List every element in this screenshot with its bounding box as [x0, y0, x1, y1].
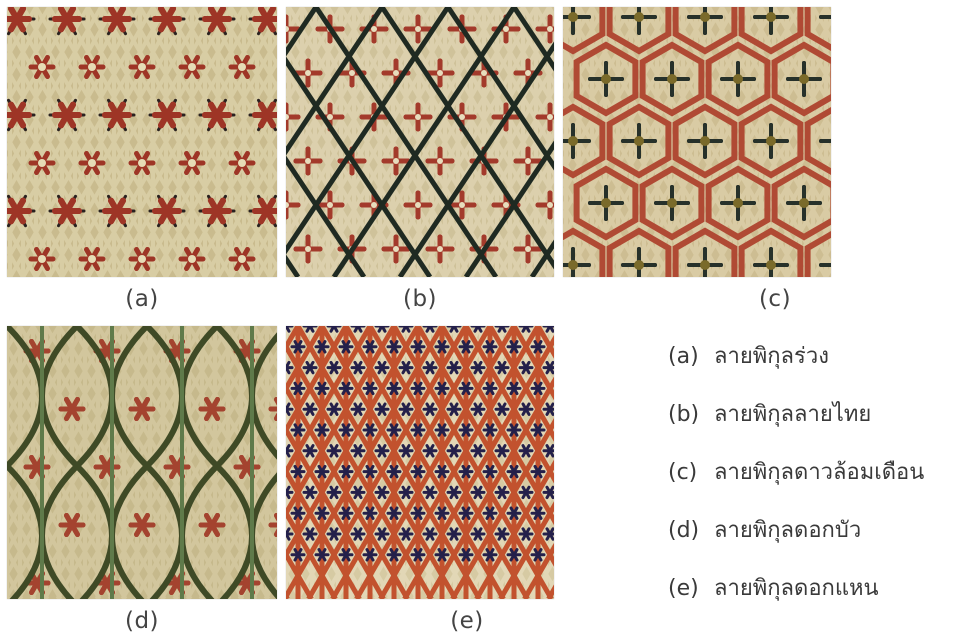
caption-a: (a): [125, 286, 159, 312]
pattern-image-d: [7, 326, 277, 599]
legend-label: ลายพิกุลลายไทย: [714, 402, 872, 427]
legend-label: ลายพิกุลดอกแหน: [714, 576, 879, 601]
pattern-image-a: [7, 7, 277, 277]
pattern-image-b: [286, 7, 554, 277]
legend-label: ลายพิกุลร่วง: [714, 344, 829, 369]
pattern-image-e: [286, 326, 554, 599]
legend-item-e: (e) ลายพิกุลดอกแหน: [668, 572, 957, 630]
legend-key: (e): [668, 576, 699, 601]
legend-key: (a): [668, 344, 699, 369]
legend-item-b: (b) ลายพิกุลลายไทย: [668, 398, 957, 456]
pattern-legend: (a) ลายพิกุลร่วง (b) ลายพิกุลลายไทย (c) ลาย…: [668, 340, 957, 630]
legend-label: ลายพิกุลดอกบัว: [714, 518, 862, 543]
weave-pattern-a: [7, 7, 277, 277]
legend-item-a: (a) ลายพิกุลร่วง: [668, 340, 957, 398]
weave-pattern-c: [563, 7, 831, 277]
weave-pattern-e: [286, 326, 554, 599]
caption-e: (e): [450, 608, 484, 634]
legend-item-c: (c) ลายพิกุลดาวล้อมเดือน: [668, 456, 957, 514]
weave-pattern-b: [286, 7, 554, 277]
legend-item-d: (d) ลายพิกุลดอกบัว: [668, 514, 957, 572]
caption-b: (b): [402, 286, 438, 312]
legend-key: (b): [668, 402, 700, 427]
legend-key: (c): [668, 460, 698, 485]
legend-key: (d): [668, 518, 700, 543]
caption-c: (c): [758, 286, 792, 312]
weave-pattern-d: [7, 326, 277, 599]
legend-label: ลายพิกุลดาวล้อมเดือน: [714, 460, 925, 485]
pattern-image-c: [563, 7, 831, 277]
caption-d: (d): [124, 608, 160, 634]
